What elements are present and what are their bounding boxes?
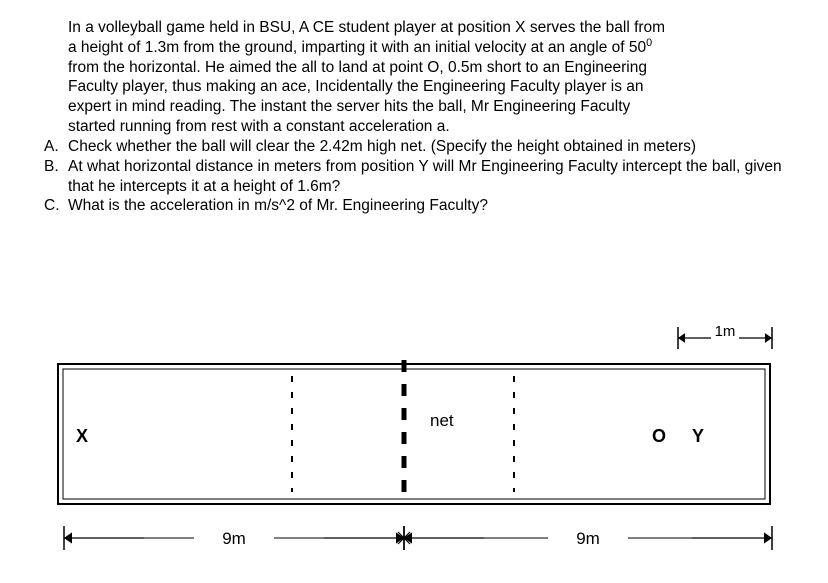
question-item: B.At what horizontal distance in meters …: [44, 157, 784, 197]
svg-text:9m: 9m: [222, 529, 246, 548]
question-text: Check whether the ball will clear the 2.…: [68, 137, 784, 157]
question-list: A.Check whether the ball will clear the …: [44, 137, 784, 216]
question-text: At what horizontal distance in meters fr…: [68, 157, 784, 197]
svg-text:net: net: [430, 411, 454, 430]
question-text: What is the acceleration in m/s^2 of Mr.…: [68, 196, 784, 216]
svg-text:Y: Y: [692, 426, 704, 446]
question-label: B.: [44, 157, 68, 197]
svg-text:9m: 9m: [576, 529, 600, 548]
problem-statement: In a volleyball game held in BSU, A CE s…: [44, 18, 784, 216]
svg-text:1m: 1m: [715, 323, 736, 340]
question-item: C.What is the acceleration in m/s^2 of M…: [44, 196, 784, 216]
court-diagram: net X O Y 1m 9m 9m: [44, 318, 784, 568]
intro-paragraph: In a volleyball game held in BSU, A CE s…: [68, 18, 784, 137]
question-item: A.Check whether the ball will clear the …: [44, 137, 784, 157]
svg-text:X: X: [76, 426, 88, 446]
svg-text:O: O: [652, 426, 666, 446]
question-label: C.: [44, 196, 68, 216]
question-label: A.: [44, 137, 68, 157]
